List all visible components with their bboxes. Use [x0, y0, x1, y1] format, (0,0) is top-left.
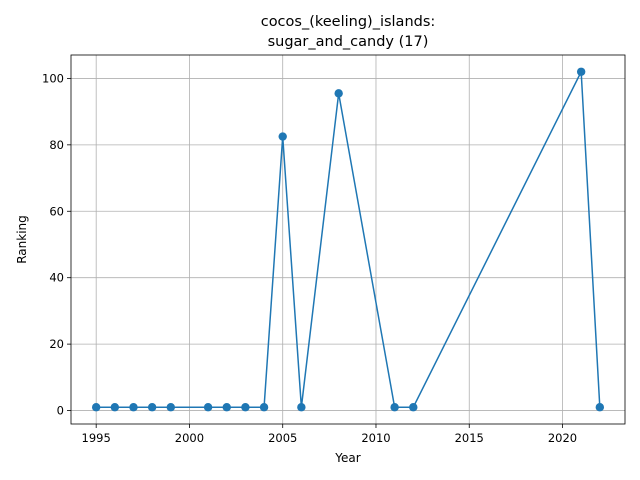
- data-point: [129, 403, 138, 412]
- y-tick-label: 20: [49, 337, 64, 351]
- y-axis-label: Ranking: [15, 215, 29, 264]
- x-tick-label: 2005: [268, 431, 297, 445]
- data-point: [334, 89, 343, 98]
- chart-title-line-1: cocos_(keeling)_islands:: [261, 14, 436, 30]
- x-tick-label: 2010: [361, 431, 390, 445]
- x-tick-label: 1995: [82, 431, 111, 445]
- ticks: 1995 2000 2005 2010 2015 2020 0 20 40 60 80 100: [42, 71, 577, 445]
- chart-title-line-2: sugar_and_candy (17): [268, 34, 429, 50]
- y-tick-label: 60: [49, 204, 64, 218]
- y-tick-label: 40: [49, 271, 64, 285]
- data-point: [147, 403, 157, 412]
- x-tick-label: 2015: [455, 431, 484, 445]
- y-tick-label: 80: [49, 138, 64, 152]
- data-point: [278, 132, 287, 141]
- data-point: [91, 403, 101, 412]
- x-tick-label: 2020: [548, 431, 577, 445]
- data-point: [576, 67, 586, 76]
- data-point: [595, 403, 605, 412]
- data-point: [166, 403, 175, 412]
- y-tick-label: 100: [42, 71, 64, 85]
- data-point: [297, 403, 306, 412]
- data-point: [203, 403, 213, 412]
- data-point: [409, 403, 418, 412]
- data-point: [222, 403, 231, 412]
- grid: [71, 55, 625, 424]
- data-point: [110, 403, 120, 412]
- x-axis-label: Year: [334, 451, 360, 465]
- series-layer: [91, 67, 605, 412]
- x-tick-label: 2000: [175, 431, 204, 445]
- plot-frame: [70, 54, 626, 425]
- series-line: [96, 68, 601, 408]
- data-point: [259, 403, 269, 412]
- y-tick-label: 0: [57, 404, 64, 418]
- data-point: [390, 403, 399, 412]
- data-point: [241, 403, 250, 412]
